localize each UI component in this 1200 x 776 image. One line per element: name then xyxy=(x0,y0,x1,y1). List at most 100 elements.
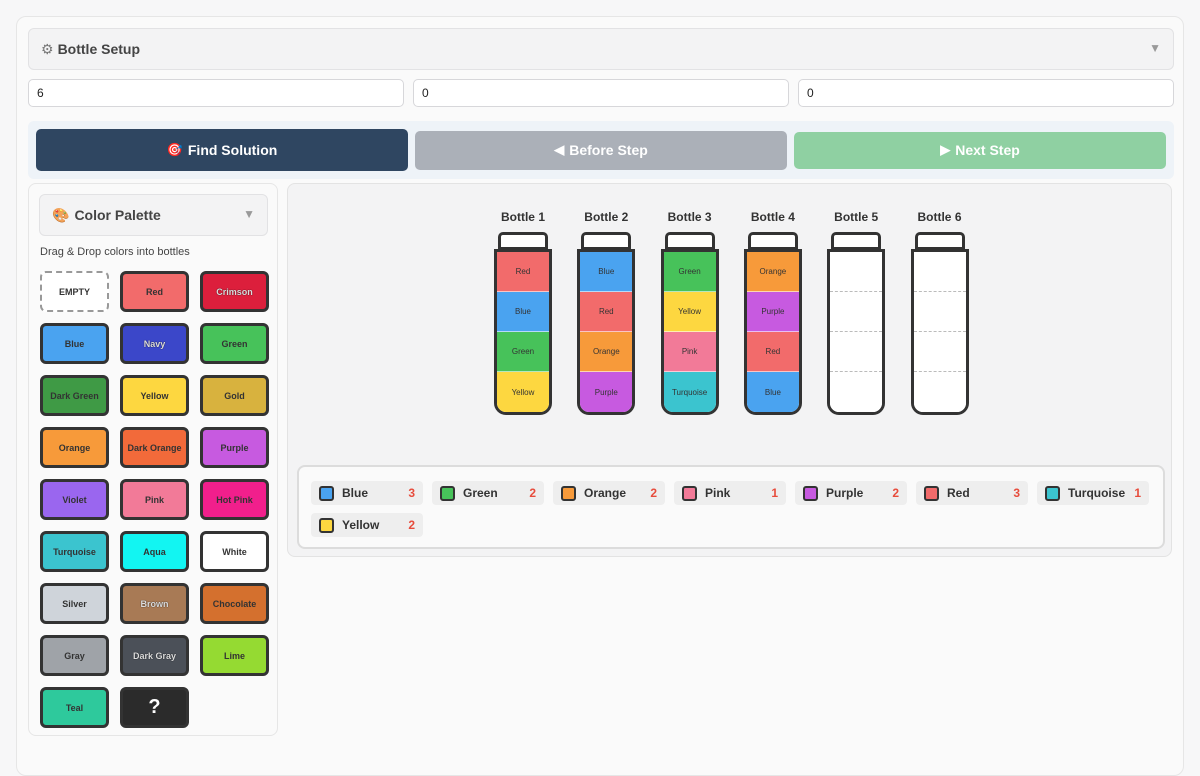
bottle-cap xyxy=(498,232,548,250)
color-swatch-icon xyxy=(924,485,939,501)
bottle-layer-turquoise[interactable]: Turquoise xyxy=(663,372,716,412)
swatch-violet[interactable]: Violet xyxy=(40,479,109,520)
summary-color-count: 1 xyxy=(771,486,778,500)
color-swatch-icon xyxy=(440,485,455,501)
bottle-layer-empty[interactable] xyxy=(913,252,966,292)
bottle-layer-yellow[interactable]: Yellow xyxy=(497,372,549,412)
swatch-dark-orange[interactable]: Dark Orange xyxy=(120,427,189,468)
swatch-mystery[interactable]: ? xyxy=(120,687,189,728)
bottle-6[interactable]: Bottle 6 xyxy=(910,210,970,415)
swatch-pink[interactable]: Pink xyxy=(120,479,189,520)
swatch-dark-gray[interactable]: Dark Gray xyxy=(120,635,189,676)
summary-color-name: Turquoise xyxy=(1068,486,1126,500)
bottle-label: Bottle 6 xyxy=(917,210,962,224)
bottle-setup-accordion[interactable]: ⚙ Bottle Setup ▼ xyxy=(28,28,1174,70)
color-swatch-icon xyxy=(682,485,697,501)
bottle-layer-blue[interactable]: Blue xyxy=(580,252,633,292)
bottle-setup-title: Bottle Setup xyxy=(57,41,141,57)
bottle-2[interactable]: Bottle 2 Blue Red Orange Purple xyxy=(576,210,636,415)
bottle-3[interactable]: Bottle 3 Green Yellow Pink Turquoise xyxy=(660,210,720,415)
bottle-tube[interactable] xyxy=(827,249,886,415)
summary-color-name: Blue xyxy=(342,486,369,500)
bottle-1[interactable]: Bottle 1 Red Blue Green Yellow xyxy=(493,210,553,415)
swatch-empty[interactable]: EMPTY xyxy=(40,271,109,312)
bottle-cap xyxy=(747,232,798,250)
swatch-teal[interactable]: Teal xyxy=(40,687,109,728)
bottle-layer-green[interactable]: Green xyxy=(663,252,716,292)
swatch-grid: EMPTY Red Crimson Blue Navy Green Dark Green Ye… xyxy=(40,271,269,728)
bottle-5[interactable]: Bottle 5 xyxy=(826,210,886,415)
swatch-silver[interactable]: Silver xyxy=(40,583,109,624)
bottle-layer-orange[interactable]: Orange xyxy=(580,332,633,372)
bottle-cap xyxy=(831,232,882,250)
bottle-tube[interactable]: Blue Red Orange Purple xyxy=(577,249,636,415)
bottle-layer-empty[interactable] xyxy=(830,292,883,332)
play-right-icon: ▶ xyxy=(940,142,951,157)
setup-inputs xyxy=(28,79,1174,107)
swatch-yellow[interactable]: Yellow xyxy=(120,375,189,416)
bottle-label: Bottle 1 xyxy=(500,210,545,224)
swatch-lime[interactable]: Lime xyxy=(200,635,269,676)
swatch-red[interactable]: Red xyxy=(120,271,189,312)
bottle-layer-empty[interactable] xyxy=(913,292,966,332)
find-solution-button[interactable]: 🎯 Find Solution xyxy=(36,129,408,171)
bottle-layer-blue[interactable]: Blue xyxy=(497,292,549,332)
color-palette-accordion[interactable]: 🎨 Color Palette ▼ xyxy=(39,194,268,236)
next-step-button[interactable]: ▶ Next Step xyxy=(794,131,1166,169)
bottle-layer-empty[interactable] xyxy=(830,372,883,412)
swatch-blue[interactable]: Blue xyxy=(40,323,109,364)
bottle-layer-pink[interactable]: Pink xyxy=(663,332,716,372)
bottle-layer-blue[interactable]: Blue xyxy=(746,372,799,412)
bottle-layer-red[interactable]: Red xyxy=(746,332,799,372)
bottle-layer-empty[interactable] xyxy=(830,332,883,372)
bottle-layer-empty[interactable] xyxy=(913,372,966,412)
bottle-layer-orange[interactable]: Orange xyxy=(746,252,799,292)
swatch-brown[interactable]: Brown xyxy=(120,583,189,624)
swatch-green[interactable]: Green xyxy=(200,323,269,364)
color-palette-panel: 🎨 Color Palette ▼ Drag & Drop colors int… xyxy=(28,183,278,736)
swatch-white[interactable]: White xyxy=(200,531,269,572)
bottle-layer-yellow[interactable]: Yellow xyxy=(663,292,716,332)
color-swatch-icon xyxy=(561,485,576,501)
swatch-gray[interactable]: Gray xyxy=(40,635,109,676)
swatch-navy[interactable]: Navy xyxy=(120,323,189,364)
bottle-layer-red[interactable]: Red xyxy=(497,252,549,292)
bottle-tube[interactable]: Green Yellow Pink Turquoise xyxy=(660,249,719,415)
swatch-turquoise[interactable]: Turquoise xyxy=(40,531,109,572)
swatch-gold[interactable]: Gold xyxy=(200,375,269,416)
bottle-tube[interactable]: Orange Purple Red Blue xyxy=(743,249,802,415)
chevron-down-icon[interactable]: ▼ xyxy=(1149,41,1161,55)
bottle-tube[interactable]: Red Blue Green Yellow xyxy=(494,249,552,415)
bottle-layer-empty[interactable] xyxy=(830,252,883,292)
summary-chip-yellow: Yellow 2 xyxy=(311,513,423,537)
before-step-button[interactable]: ◀ Before Step xyxy=(415,130,787,170)
bottle-count-input[interactable] xyxy=(28,79,404,107)
app-container: ⚙ Bottle Setup ▼ 🎯 Find Solution ◀ Befor… xyxy=(16,16,1184,776)
swatch-aqua[interactable]: Aqua xyxy=(120,531,189,572)
before-step-label: Before Step xyxy=(569,142,648,158)
summary-color-name: Yellow xyxy=(342,518,380,532)
swatch-hot-pink[interactable]: Hot Pink xyxy=(200,479,269,520)
color-swatch-icon xyxy=(1045,485,1060,501)
extra-input[interactable] xyxy=(798,79,1174,107)
bottle-layer-red[interactable]: Red xyxy=(580,292,633,332)
swatch-chocolate[interactable]: Chocolate xyxy=(200,583,269,624)
color-summary: Blue 3 Green 2 Orange 2 Pink 1 Purple 2 Red 3 Turquo… xyxy=(297,465,1165,549)
summary-chip-purple: Purple 2 xyxy=(795,481,907,505)
palette-icon: 🎨 xyxy=(52,206,70,223)
swatch-crimson[interactable]: Crimson xyxy=(200,271,269,312)
empty-bottles-input[interactable] xyxy=(413,79,789,107)
bottle-tube[interactable] xyxy=(910,249,969,415)
swatch-orange[interactable]: Orange xyxy=(40,427,109,468)
summary-color-name: Green xyxy=(463,486,498,500)
bottle-layer-purple[interactable]: Purple xyxy=(580,372,633,412)
target-icon: 🎯 xyxy=(166,142,183,157)
swatch-dark-green[interactable]: Dark Green xyxy=(40,375,109,416)
summary-color-count: 2 xyxy=(650,486,657,500)
bottle-layer-green[interactable]: Green xyxy=(497,332,549,372)
chevron-down-icon[interactable]: ▼ xyxy=(243,207,255,221)
bottle-layer-empty[interactable] xyxy=(913,332,966,372)
bottle-layer-purple[interactable]: Purple xyxy=(746,292,799,332)
bottle-4[interactable]: Bottle 4 Orange Purple Red Blue xyxy=(743,210,803,415)
swatch-purple[interactable]: Purple xyxy=(200,427,269,468)
